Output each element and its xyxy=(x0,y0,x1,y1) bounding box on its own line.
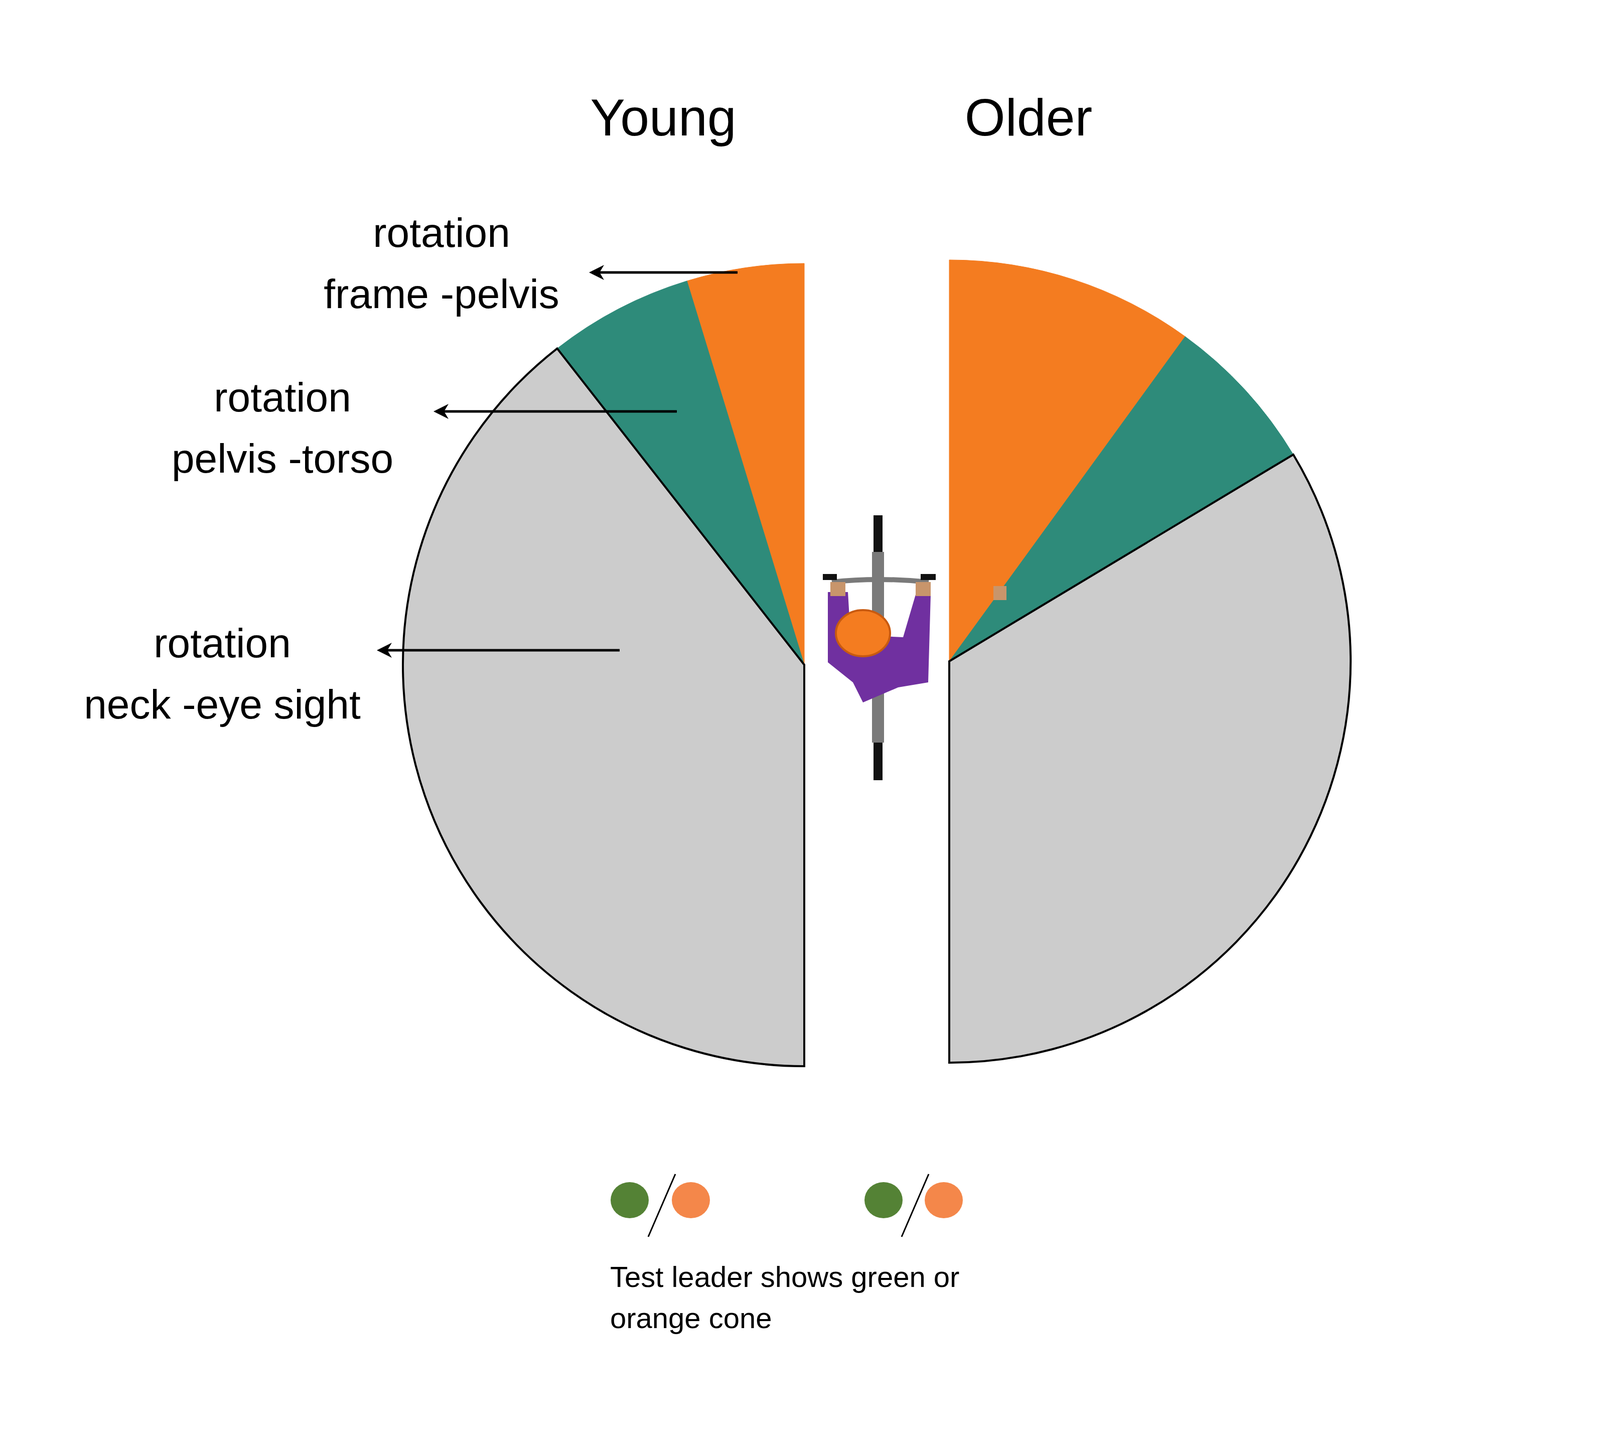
canvas: Young Older rotationframe -pelvis rotationp… xyxy=(0,0,1600,1440)
half-pie xyxy=(949,259,1351,1063)
group-title: Young xyxy=(590,88,737,147)
sector xyxy=(949,454,1351,1063)
note: Test leader shows green ororange cone xyxy=(610,1260,960,1335)
cone-indicator xyxy=(610,1174,710,1237)
group-title: Older xyxy=(964,88,1093,147)
category-label: rotationpelvis -torso xyxy=(171,374,394,482)
sector xyxy=(402,348,805,1067)
arrow xyxy=(592,271,738,274)
cyclist-icon xyxy=(822,515,1007,781)
arrow xyxy=(379,649,620,652)
half-pie xyxy=(402,263,805,1067)
category-label: rotationneck -eye sight xyxy=(83,620,361,727)
category-label: rotationframe -pelvis xyxy=(323,209,559,317)
arrow xyxy=(436,410,677,413)
cone-indicator xyxy=(864,1174,963,1237)
